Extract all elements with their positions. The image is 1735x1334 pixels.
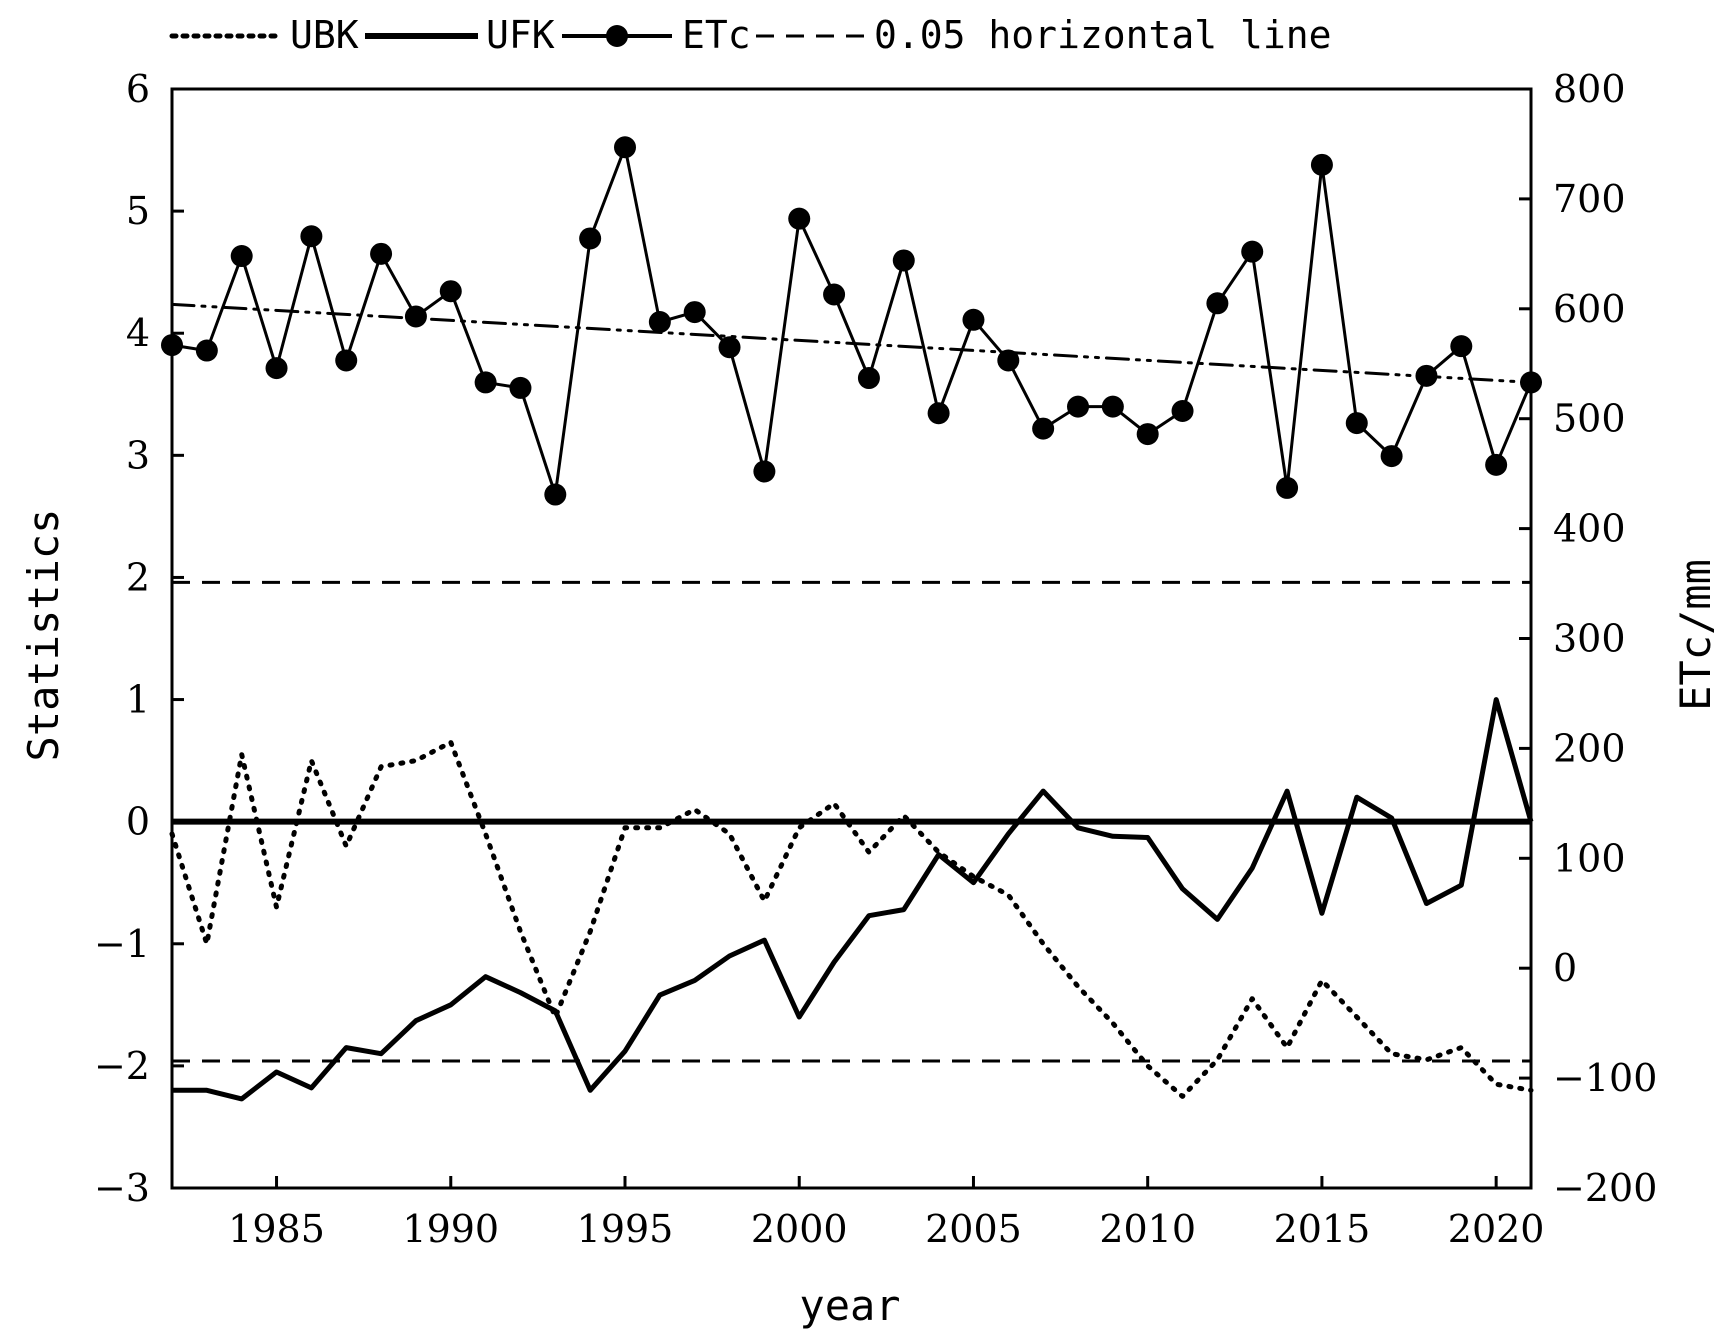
etc-point xyxy=(614,136,636,159)
x-tick-label: 1990 xyxy=(402,1207,499,1251)
etc-point xyxy=(544,483,567,506)
x-tick-label: 2010 xyxy=(1099,1207,1196,1251)
x-axis-title: year xyxy=(799,1281,900,1330)
etc-point xyxy=(753,460,776,483)
y-right-tick-label: 100 xyxy=(1553,836,1626,880)
etc-point xyxy=(265,357,288,380)
x-tick-label: 2000 xyxy=(751,1207,848,1251)
ubk-series xyxy=(169,739,1534,1099)
etc-point xyxy=(1310,153,1333,176)
etc-point xyxy=(1206,292,1229,315)
x-tick-label: 1985 xyxy=(228,1207,325,1251)
y-left-tick-label: −3 xyxy=(94,1166,150,1210)
y-axis-left-title: Statistics xyxy=(19,509,68,762)
etc-point xyxy=(474,371,497,394)
etc-point xyxy=(1032,417,1055,440)
y-axis-right-title: ETc/mm xyxy=(1671,559,1720,711)
etc-point xyxy=(1067,395,1089,418)
etc-point xyxy=(335,349,358,372)
etc-point xyxy=(788,207,811,230)
etc-point xyxy=(509,376,532,399)
y-right-tick-label: 500 xyxy=(1553,397,1626,441)
etc-point xyxy=(927,402,950,425)
y-right-tick-label: 0 xyxy=(1553,946,1577,990)
etc-point xyxy=(892,249,915,272)
etc-point xyxy=(1101,395,1124,418)
y-right-tick-label: 400 xyxy=(1553,507,1626,551)
y-right-tick-label: 800 xyxy=(1553,67,1626,111)
etc-point xyxy=(1380,445,1403,468)
y-left-tick-label: −2 xyxy=(94,1044,150,1088)
x-tick-label: 2015 xyxy=(1274,1207,1371,1251)
y-right-tick-label: 600 xyxy=(1553,287,1626,331)
etc-point xyxy=(823,283,846,306)
etc-point xyxy=(1171,400,1194,423)
etc-point xyxy=(404,305,427,328)
etc-point xyxy=(230,245,253,268)
legend: UBK UFK ETc 0.05 horizontal line xyxy=(169,13,1332,57)
etc-point xyxy=(579,227,602,250)
legend-ubk-label: UBK xyxy=(290,13,359,57)
legend-threshold-label: 0.05 horizontal line xyxy=(874,13,1332,57)
etc-point xyxy=(1485,453,1508,476)
x-tick-label: 1995 xyxy=(577,1207,674,1251)
y-left-tick-label: 6 xyxy=(126,67,150,111)
etc-point xyxy=(370,242,393,265)
etc-point xyxy=(1136,423,1159,446)
etc-point xyxy=(857,367,880,390)
etc-point xyxy=(1241,240,1264,263)
etc-series xyxy=(171,145,1533,496)
etc-point xyxy=(161,334,183,357)
etc-point xyxy=(997,349,1020,372)
y-left-tick-label: 3 xyxy=(126,433,150,477)
etc-point xyxy=(1345,412,1368,435)
y-right-tick-label: −200 xyxy=(1553,1166,1657,1210)
plot-area: −3 −2 −1 0 1 2 3 4 5 6 −200 −100 0 100 200 300 400 500 600… xyxy=(94,67,1657,1251)
y-left-tick-label: 5 xyxy=(126,189,150,233)
etc-point xyxy=(683,301,706,324)
x-tick-label: 2005 xyxy=(925,1207,1022,1251)
y-left-tick-label: 4 xyxy=(126,311,150,355)
etc-point xyxy=(1450,335,1473,358)
etc-point xyxy=(1276,476,1299,499)
y-right-tick-label: 300 xyxy=(1553,617,1626,661)
y-left-tick-label: −1 xyxy=(94,922,150,966)
y-right-tick-label: 200 xyxy=(1553,726,1626,770)
y-left-tick-label: 0 xyxy=(126,800,150,844)
etc-point xyxy=(300,225,323,248)
etc-point xyxy=(718,336,741,359)
legend-etc-marker xyxy=(606,25,628,47)
x-tick-label: 2020 xyxy=(1448,1207,1545,1251)
etc-point xyxy=(648,310,671,333)
y-right-tick-label: 700 xyxy=(1553,177,1626,221)
etc-point xyxy=(195,339,218,362)
y-right-tick-label: −100 xyxy=(1553,1056,1657,1100)
etc-point xyxy=(962,308,985,331)
ufk-series xyxy=(172,697,1534,1102)
etc-trend-line xyxy=(170,302,1533,384)
legend-etc-label: ETc xyxy=(682,13,751,57)
etc-point xyxy=(439,280,462,303)
y-left-tick-label: 2 xyxy=(126,555,150,599)
y-left-tick-label: 1 xyxy=(126,678,150,722)
legend-ufk-label: UFK xyxy=(486,13,555,57)
